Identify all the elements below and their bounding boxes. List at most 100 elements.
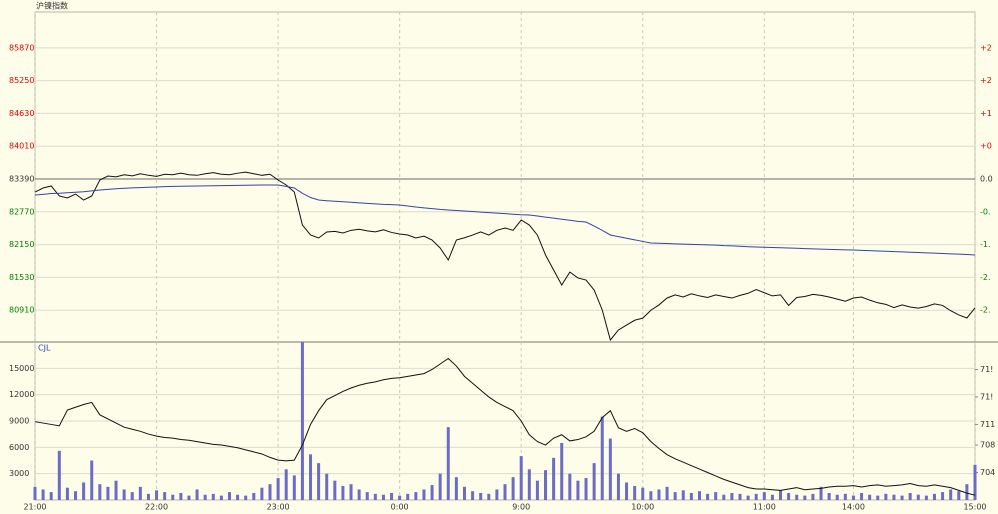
bar xyxy=(276,478,280,500)
y-tick-label: 9000 xyxy=(9,417,29,426)
bar xyxy=(341,485,345,500)
y-right-label: -0. xyxy=(980,207,991,216)
y2-tick-label: 708 xyxy=(980,441,995,450)
y2-tick-label: 704 xyxy=(980,468,995,477)
bar xyxy=(649,491,653,500)
bar xyxy=(843,493,847,500)
series-line xyxy=(34,171,976,342)
bar xyxy=(82,482,86,500)
bar xyxy=(941,492,945,500)
bar xyxy=(325,473,329,500)
bar xyxy=(479,492,483,500)
bar xyxy=(779,490,783,500)
bar xyxy=(811,493,815,500)
bar xyxy=(754,493,758,500)
bar xyxy=(260,487,264,500)
bar xyxy=(317,463,321,500)
bar xyxy=(163,492,167,500)
bar xyxy=(179,492,183,500)
bar xyxy=(965,484,969,500)
y-tick-label: 80910 xyxy=(9,306,34,315)
bar xyxy=(568,473,572,500)
bar xyxy=(454,477,458,500)
bar xyxy=(406,493,410,500)
bar xyxy=(130,492,134,500)
y-right-label: +1 xyxy=(980,109,992,118)
bar xyxy=(381,494,385,500)
bar xyxy=(746,495,750,500)
bar xyxy=(697,491,701,500)
bar xyxy=(349,484,353,500)
bar xyxy=(300,342,304,500)
bar xyxy=(576,480,580,500)
bar xyxy=(98,484,102,500)
bar xyxy=(730,492,734,500)
x-tick-label: 10:00 xyxy=(631,503,654,512)
y-tick-label: 84630 xyxy=(9,109,34,118)
y-tick-label: 81530 xyxy=(9,273,34,282)
x-tick-label: 15:00 xyxy=(963,503,986,512)
bar xyxy=(560,442,564,500)
bar xyxy=(616,473,620,500)
bar xyxy=(365,492,369,500)
bar xyxy=(511,477,515,500)
bar xyxy=(932,493,936,500)
bar xyxy=(868,494,872,500)
y-tick-label: 12000 xyxy=(9,390,34,399)
bar xyxy=(171,494,175,500)
bar xyxy=(519,456,523,500)
bar xyxy=(138,486,142,500)
bar xyxy=(195,489,199,500)
bar xyxy=(600,416,604,500)
bar xyxy=(41,489,45,500)
bar xyxy=(211,493,215,500)
bar xyxy=(268,484,272,500)
bar xyxy=(495,489,499,500)
bar xyxy=(908,492,912,500)
x-tick-label: 9:00 xyxy=(512,503,530,512)
bar xyxy=(706,493,710,500)
bar xyxy=(487,493,491,500)
bar xyxy=(398,495,402,500)
x-tick-label: 23:00 xyxy=(267,503,290,512)
bar xyxy=(722,494,726,500)
bar xyxy=(471,491,475,500)
bar xyxy=(949,489,953,500)
bar xyxy=(681,490,685,500)
bar xyxy=(33,486,37,500)
bar xyxy=(155,490,159,500)
bar xyxy=(916,494,920,500)
bar xyxy=(203,494,207,500)
bar xyxy=(527,469,531,500)
series-line xyxy=(34,184,976,256)
bar xyxy=(851,495,855,500)
bar xyxy=(309,454,313,500)
bar xyxy=(236,494,240,500)
bar xyxy=(835,494,839,500)
bar xyxy=(390,492,394,500)
bar xyxy=(544,470,548,500)
bar xyxy=(430,485,434,500)
bar xyxy=(414,492,418,500)
panel-title: CJL xyxy=(38,344,51,353)
y2-tick-label: 71! xyxy=(980,392,993,401)
bar xyxy=(900,495,904,500)
bar xyxy=(957,491,961,500)
bar xyxy=(438,473,442,500)
bar xyxy=(57,450,61,500)
bar xyxy=(292,475,296,500)
chart-title: 沪镍指数 xyxy=(36,1,68,11)
bar xyxy=(641,487,645,500)
bar xyxy=(592,463,596,500)
bar xyxy=(106,486,110,500)
y-right-label: +2 xyxy=(980,76,992,85)
bar xyxy=(244,495,248,500)
bar xyxy=(665,486,669,500)
y-tick-label: 85250 xyxy=(9,76,34,85)
bar xyxy=(787,492,791,500)
bar xyxy=(803,495,807,500)
bar xyxy=(770,494,774,500)
x-tick-label: 21:00 xyxy=(23,503,46,512)
